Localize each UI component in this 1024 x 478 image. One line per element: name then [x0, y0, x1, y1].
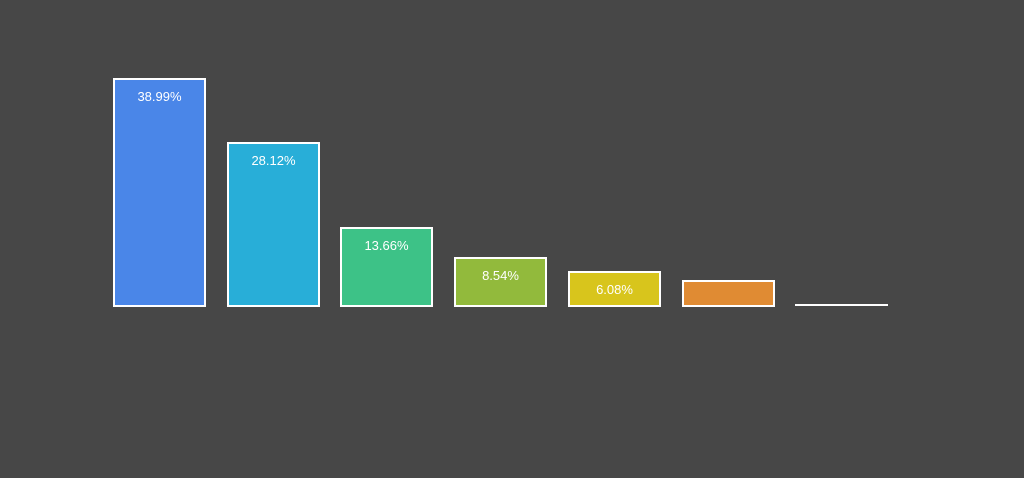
bar: 38.99% — [113, 78, 206, 307]
bar-value-label: 6.08% — [596, 282, 633, 297]
bar: 13.66% — [340, 227, 433, 307]
bar — [682, 280, 775, 307]
bar: 8.54% — [454, 257, 547, 307]
bar: 6.08% — [568, 271, 661, 307]
bar-value-label: 28.12% — [251, 153, 296, 168]
bar: 28.12% — [227, 142, 320, 307]
bar-value-label: 13.66% — [364, 238, 409, 253]
bar-value-label: 8.54% — [482, 268, 519, 283]
bar-value-label: 38.99% — [137, 89, 182, 104]
bar — [795, 304, 888, 306]
